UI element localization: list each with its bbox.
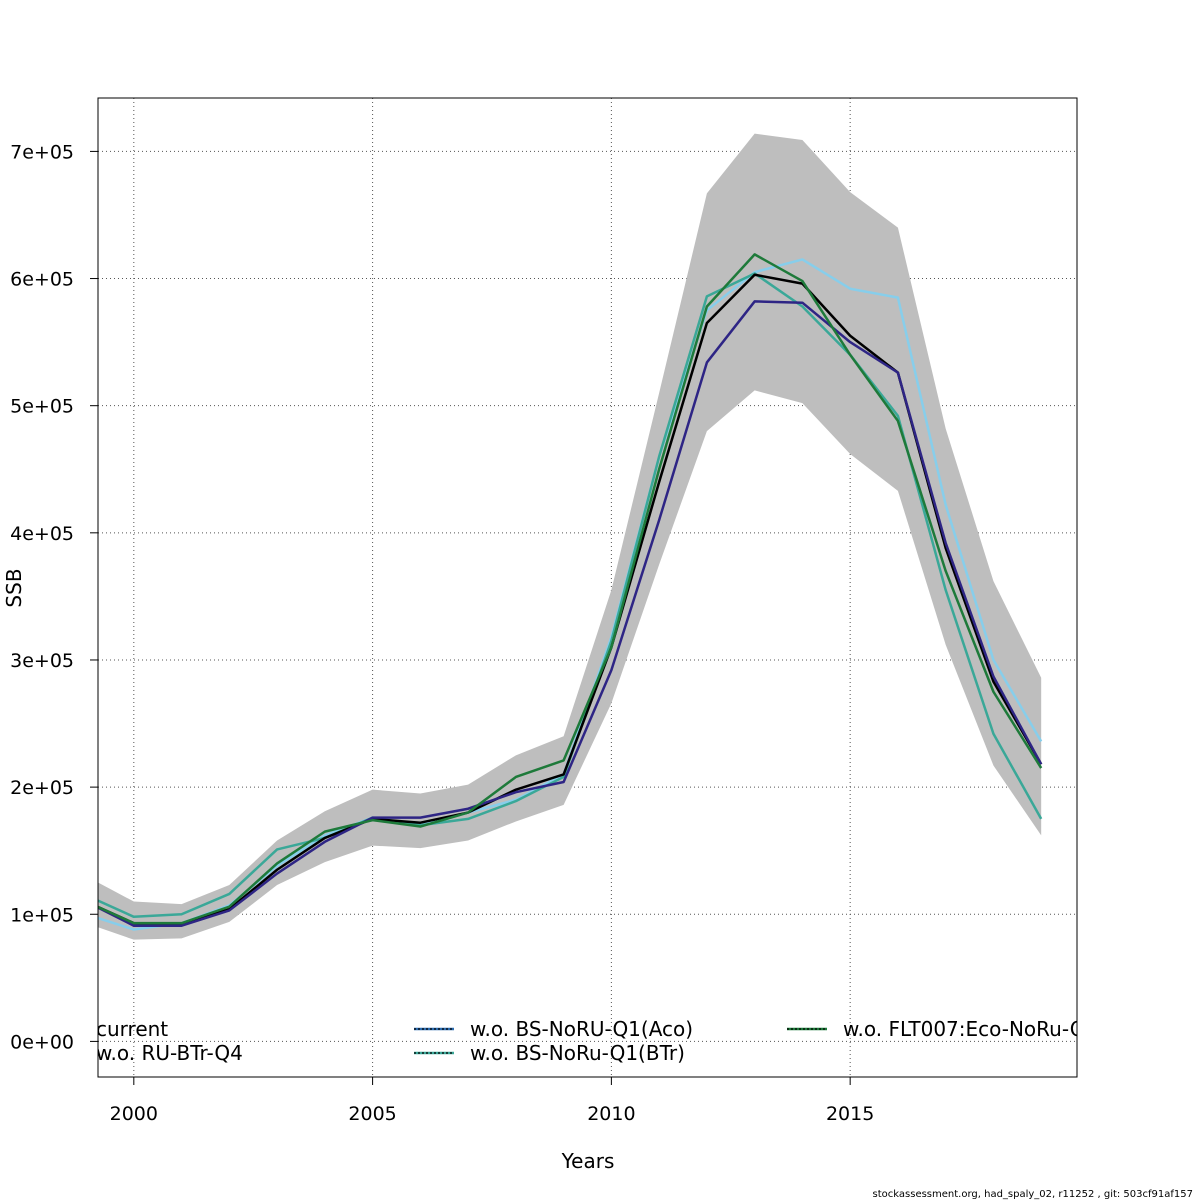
plot-frame xyxy=(97,97,1078,1078)
legend-label-2: w.o. FLT007:Eco-NoRu-Q xyxy=(843,1017,1086,1041)
confidence-band xyxy=(98,133,1042,940)
x-tick-label-1: 2005 xyxy=(348,1103,396,1125)
y-tick-label-6: 6e+05 xyxy=(10,269,74,291)
y-tick-label-4: 4e+05 xyxy=(10,523,74,545)
x-axis-ticks: 2000 2005 2010 2015 xyxy=(110,1077,874,1125)
legend-label-0: current xyxy=(96,1017,168,1041)
series-line-2 xyxy=(98,253,1043,925)
legend-label-1: w.o. BS-NoRU-Q1(Aco) xyxy=(470,1017,693,1041)
series-line-0 xyxy=(98,273,1043,926)
confidence-band-area xyxy=(98,133,1042,940)
series-line-4 xyxy=(98,272,1043,919)
x-tick-label-0: 2000 xyxy=(110,1103,158,1125)
legend-label-3: w.o. RU-BTr-Q4 xyxy=(96,1041,243,1065)
footer-text: stockassessment.org, had_spaly_02, r1125… xyxy=(873,1189,1193,1200)
y-tick-label-1: 1e+05 xyxy=(10,904,74,926)
x-tick-label-2: 2010 xyxy=(587,1103,635,1125)
y-axis-ticks: 0e+00 1e+05 2e+05 3e+05 4e+05 5e+05 6e+05 7e+05 xyxy=(10,141,98,1053)
series-lines xyxy=(98,253,1043,931)
x-tick-label-3: 2015 xyxy=(826,1103,874,1125)
y-tick-label-5: 5e+05 xyxy=(10,396,74,418)
x-axis-title: Years xyxy=(561,1149,615,1173)
legend: current w.o. BS-NoRU-Q1(Aco) w.o. FLT007:E… xyxy=(96,1017,1086,1065)
y-tick-label-0: 0e+00 xyxy=(10,1031,74,1053)
y-axis-title: SSB xyxy=(2,568,26,607)
series-line-3 xyxy=(98,300,1043,927)
legend-label-4: w.o. BS-NoRu-Q1(BTr) xyxy=(470,1041,685,1065)
y-tick-label-7: 7e+05 xyxy=(10,141,74,163)
y-tick-label-3: 3e+05 xyxy=(10,650,74,672)
y-tick-label-2: 2e+05 xyxy=(10,777,74,799)
